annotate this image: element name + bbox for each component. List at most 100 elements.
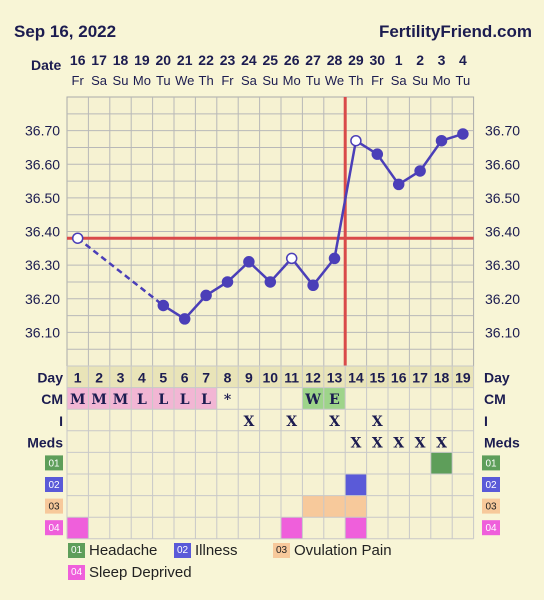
y-tick-right: 36.30 [485,257,520,273]
day-number: 9 [245,370,253,386]
symptom-cell [323,495,346,518]
weekday-label: Sa [241,73,258,88]
temperature-point [71,232,84,244]
cm-cell [174,387,196,410]
meds-mark: X [415,435,426,451]
temperature-segment [419,139,443,172]
date-label: 21 [177,52,193,68]
temperature-segment [376,153,400,186]
cm-cell [67,387,89,410]
day-number: 2 [95,370,103,386]
y-tick-left: 36.50 [25,190,60,206]
temperature-point [243,256,255,268]
illness-mark: X [372,414,383,430]
symptom-code-left: 04 [48,523,60,534]
temperature-point [371,148,384,160]
day-number: 5 [159,370,167,386]
symptom-code-left-box [45,498,63,514]
weekday-label: Mo [133,73,151,88]
y-tick-left: 36.20 [25,291,60,307]
date-label: 22 [198,52,214,68]
illness-mark: X [329,414,340,430]
chart-date: Sep 16, 2022 [14,22,117,41]
symptom-code-left: 02 [48,480,60,491]
symptom-code-left-box [45,455,63,471]
weekday-label: Su [412,73,428,88]
date-row-label: Date [31,57,62,73]
cm-cell [195,387,217,410]
date-label: 23 [220,52,236,68]
legend-headache: 01 Headache [68,542,157,559]
symptom-code-right: 03 [485,502,497,513]
y-tick-left: 36.60 [25,156,60,172]
weekday-label: Fr [371,73,384,88]
temperature-point [457,128,469,140]
weekday-label: Tu [156,73,171,88]
illness-mark: X [243,414,254,430]
symptom-cell [430,452,453,474]
cm-mark: L [180,392,190,408]
cm-cell [109,387,132,410]
date-label: 17 [91,52,107,68]
date-label: 3 [438,52,446,68]
symptom-code-left-box [45,520,63,536]
symptom-code-right: 02 [485,480,497,491]
day-number: 19 [455,370,471,386]
meds-mark: X [350,435,361,451]
temperature-point [178,313,191,325]
weekday-label: Mo [432,73,450,88]
y-tick-right: 36.70 [485,123,520,139]
weekday-label: Fr [72,73,85,88]
weekday-label: Su [262,73,278,88]
row-label-left: I [59,413,63,429]
illness-mark: X [286,414,297,430]
legend-illness-code: 02 [174,543,191,558]
day-row-bg [67,366,474,388]
row-label-left: CM [41,391,63,407]
meds-mark: X [372,435,383,451]
legend-ovulation-pain: 03 Ovulation Pain [273,542,392,559]
legend-ovulation-pain-label: Ovulation Pain [294,542,392,559]
cm-mark: E [329,392,340,408]
weekday-label: Th [348,73,363,88]
temperature-point [285,252,298,265]
weekday-label: Fr [221,73,234,88]
row-label-left: Meds [27,434,63,450]
symptom-code-right-box [482,477,500,492]
y-tick-right: 36.50 [485,190,520,206]
date-label: 4 [459,52,467,68]
symptom-cell [67,517,89,539]
day-number: 16 [391,370,407,386]
cm-cell [323,387,346,410]
temperature-segment [333,140,358,259]
y-tick-right: 36.10 [485,324,520,340]
legend-sleep-deprived-code: 04 [68,565,85,580]
y-tick-right: 36.40 [485,224,520,240]
symptom-cell [345,495,367,518]
cm-mark: M [91,392,107,408]
cm-cell [88,387,110,410]
symptom-code-left: 01 [48,458,60,469]
day-number: 8 [224,370,232,386]
legend-headache-code: 01 [68,543,85,558]
cm-mark: L [201,392,211,408]
temperature-point [264,276,277,288]
day-number: 3 [117,370,125,386]
weekday-label: Mo [283,73,301,88]
day-number: 12 [305,370,321,386]
day-number: 6 [181,370,189,386]
weekday-label: Sa [91,73,108,88]
cm-cell [131,387,153,410]
date-label: 1 [395,52,403,68]
day-number: 11 [284,370,299,386]
cm-cell [302,387,324,410]
cm-mark: * [224,392,232,408]
temperature-point [435,134,448,147]
day-number: 1 [74,370,82,386]
day-number: 7 [202,370,210,386]
weekday-label: Tu [456,73,471,88]
row-label-right: I [484,413,488,429]
y-tick-left: 36.40 [25,224,60,240]
day-number: 17 [412,370,428,386]
